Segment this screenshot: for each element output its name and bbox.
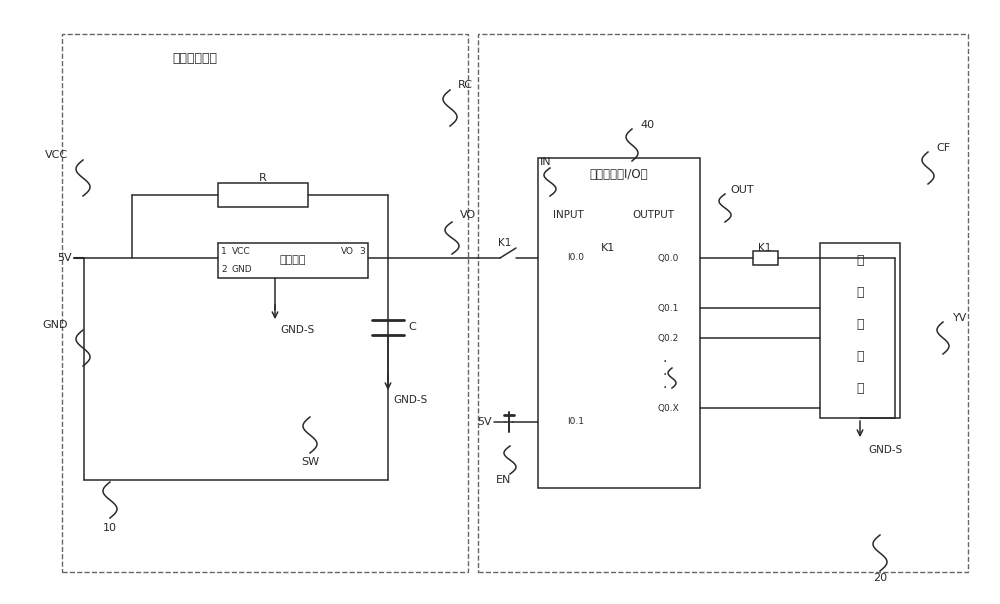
- Text: 20: 20: [873, 573, 887, 583]
- Text: 40: 40: [640, 120, 654, 130]
- Text: SW: SW: [301, 457, 319, 467]
- Text: GND-S: GND-S: [393, 395, 427, 405]
- Bar: [538, 158, 700, 488]
- Text: 至: 至: [856, 254, 864, 266]
- Text: OUTPUT: OUTPUT: [632, 210, 674, 220]
- Text: C: C: [408, 322, 416, 332]
- Text: OUT: OUT: [730, 185, 754, 195]
- Text: 5V: 5V: [477, 417, 492, 427]
- Text: 阀: 阀: [856, 286, 864, 298]
- Text: ·: ·: [663, 381, 667, 395]
- Text: GND-S: GND-S: [280, 325, 314, 335]
- Text: K1: K1: [498, 238, 512, 248]
- Text: 2: 2: [221, 265, 227, 274]
- Text: YV: YV: [953, 313, 967, 323]
- Text: GND: GND: [42, 320, 68, 330]
- Text: VO: VO: [460, 210, 476, 220]
- Bar: [478, 34, 968, 572]
- Text: 3: 3: [359, 248, 365, 257]
- Text: 5V: 5V: [57, 253, 72, 263]
- Text: VCC: VCC: [232, 248, 251, 257]
- Text: 制: 制: [856, 382, 864, 394]
- Text: I0.1: I0.1: [568, 417, 584, 426]
- Text: CF: CF: [936, 143, 950, 153]
- Text: EN: EN: [496, 475, 512, 485]
- Text: 处理单元（I/O）: 处理单元（I/O）: [590, 169, 648, 181]
- Bar: [218, 183, 308, 207]
- Text: GND-S: GND-S: [868, 445, 902, 455]
- Text: VCC: VCC: [45, 150, 68, 160]
- Text: GND: GND: [232, 265, 253, 274]
- Text: VO: VO: [341, 248, 354, 257]
- Text: K1: K1: [601, 243, 615, 253]
- Bar: [218, 243, 368, 278]
- Text: K1: K1: [758, 243, 772, 253]
- Text: Q0.0: Q0.0: [658, 254, 679, 263]
- Text: Q0.1: Q0.1: [658, 303, 679, 312]
- Text: R: R: [259, 173, 267, 183]
- Text: IN: IN: [540, 157, 552, 167]
- Bar: [62, 34, 468, 572]
- Text: 电平翻转电路: 电平翻转电路: [173, 51, 218, 65]
- Text: 1: 1: [221, 248, 227, 257]
- Text: 10: 10: [103, 523, 117, 533]
- Text: RC: RC: [458, 80, 473, 90]
- Text: ·: ·: [663, 368, 667, 382]
- Text: 体: 体: [856, 318, 864, 330]
- Text: ·: ·: [663, 355, 667, 369]
- Bar: [753, 251, 778, 265]
- Text: 磁控开关: 磁控开关: [280, 255, 306, 265]
- Text: I0.0: I0.0: [568, 254, 584, 263]
- Text: Q0.X: Q0.X: [658, 403, 680, 413]
- Text: Q0.2: Q0.2: [658, 333, 679, 342]
- Text: 控: 控: [856, 350, 864, 362]
- Bar: [820, 243, 900, 418]
- Text: INPUT: INPUT: [553, 210, 583, 220]
